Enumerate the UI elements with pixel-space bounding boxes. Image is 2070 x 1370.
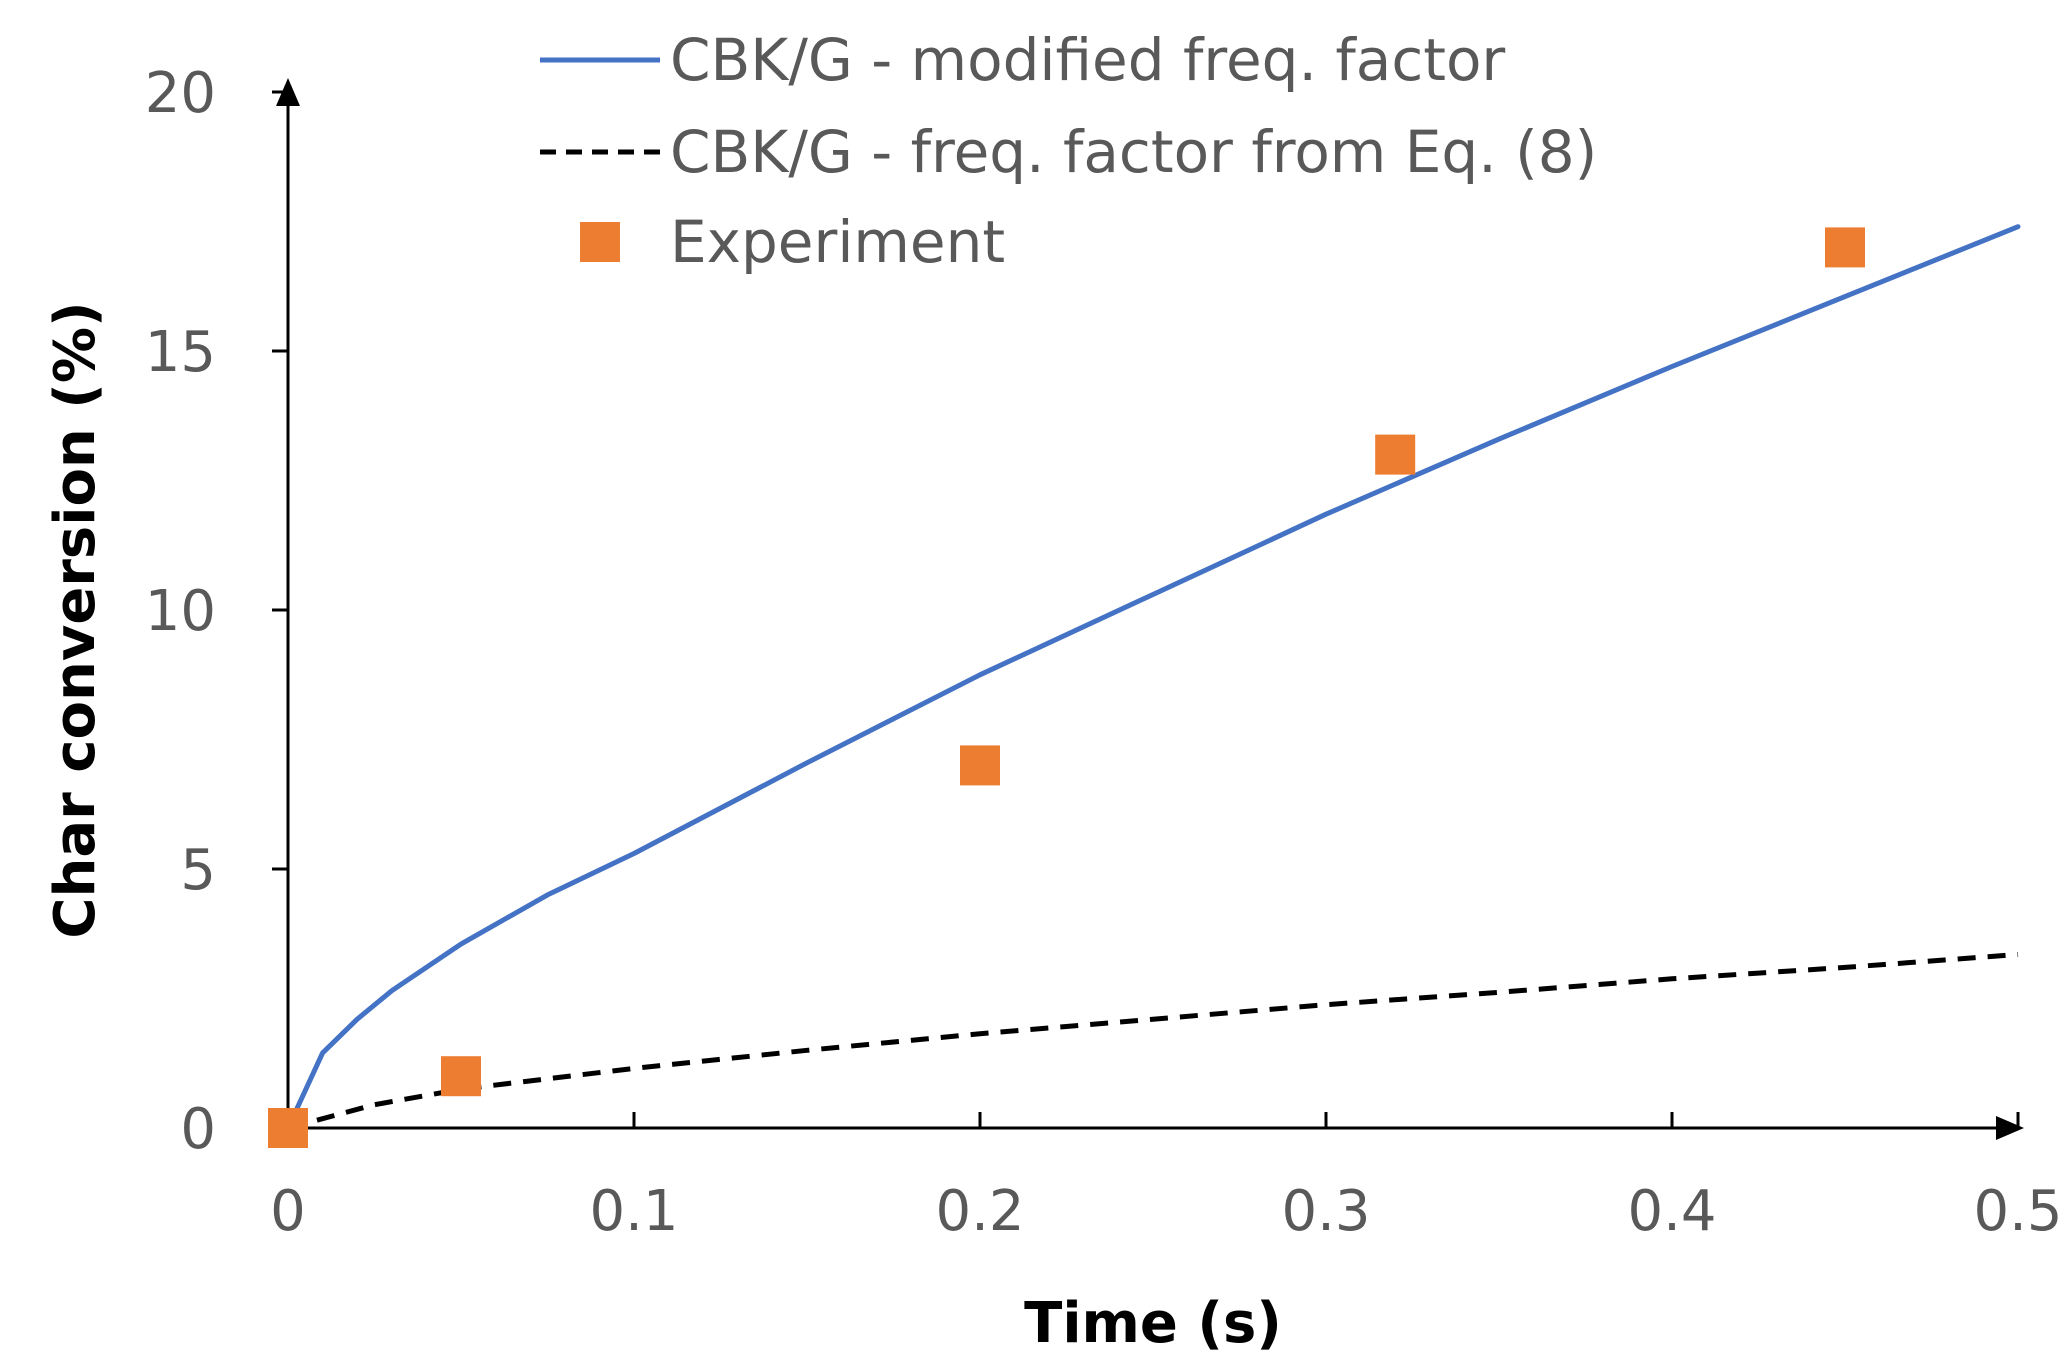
y-tick-label: 5: [180, 838, 216, 903]
series: [268, 224, 2021, 1148]
y-tick-label: 15: [145, 320, 216, 385]
experiment-point: [268, 1108, 308, 1148]
experiment-point: [1825, 227, 1865, 268]
x-axis-title: Time (s): [1024, 1291, 1282, 1356]
axes: [276, 78, 2024, 1140]
x-tick-label: 0.4: [1627, 1179, 1716, 1244]
series-line-2: [287, 952, 2019, 1131]
y-tick-label: 10: [145, 579, 216, 644]
legend: CBK/G - modified freq. factor CBK/G - fre…: [540, 26, 1597, 276]
legend-label: CBK/G - freq. factor from Eq. (8): [670, 118, 1597, 186]
x-tick-label: 0.1: [589, 1179, 678, 1244]
series-line-1: [285, 224, 2021, 1131]
ticks: 0 0.1 0.2 0.3 0.4 0.5 0 5 10 15 20: [145, 61, 2063, 1244]
legend-swatch-square: [580, 222, 620, 262]
x-tick-label: 0.2: [935, 1179, 1024, 1244]
experiment-point: [960, 745, 1000, 786]
y-axis-title: Char conversion (%): [43, 301, 108, 938]
y-tick-label: 0: [180, 1097, 216, 1162]
legend-label: CBK/G - modified freq. factor: [670, 26, 1505, 94]
x-tick-label: 0.5: [1973, 1179, 2062, 1244]
legend-label: Experiment: [670, 208, 1005, 276]
experiment-point: [441, 1056, 481, 1097]
x-tick-label: 0: [270, 1179, 306, 1244]
y-tick-label: 20: [145, 61, 216, 126]
x-tick-label: 0.3: [1281, 1179, 1370, 1244]
x-axis-arrow: [1996, 1116, 2024, 1140]
experiment-point: [1375, 434, 1416, 475]
